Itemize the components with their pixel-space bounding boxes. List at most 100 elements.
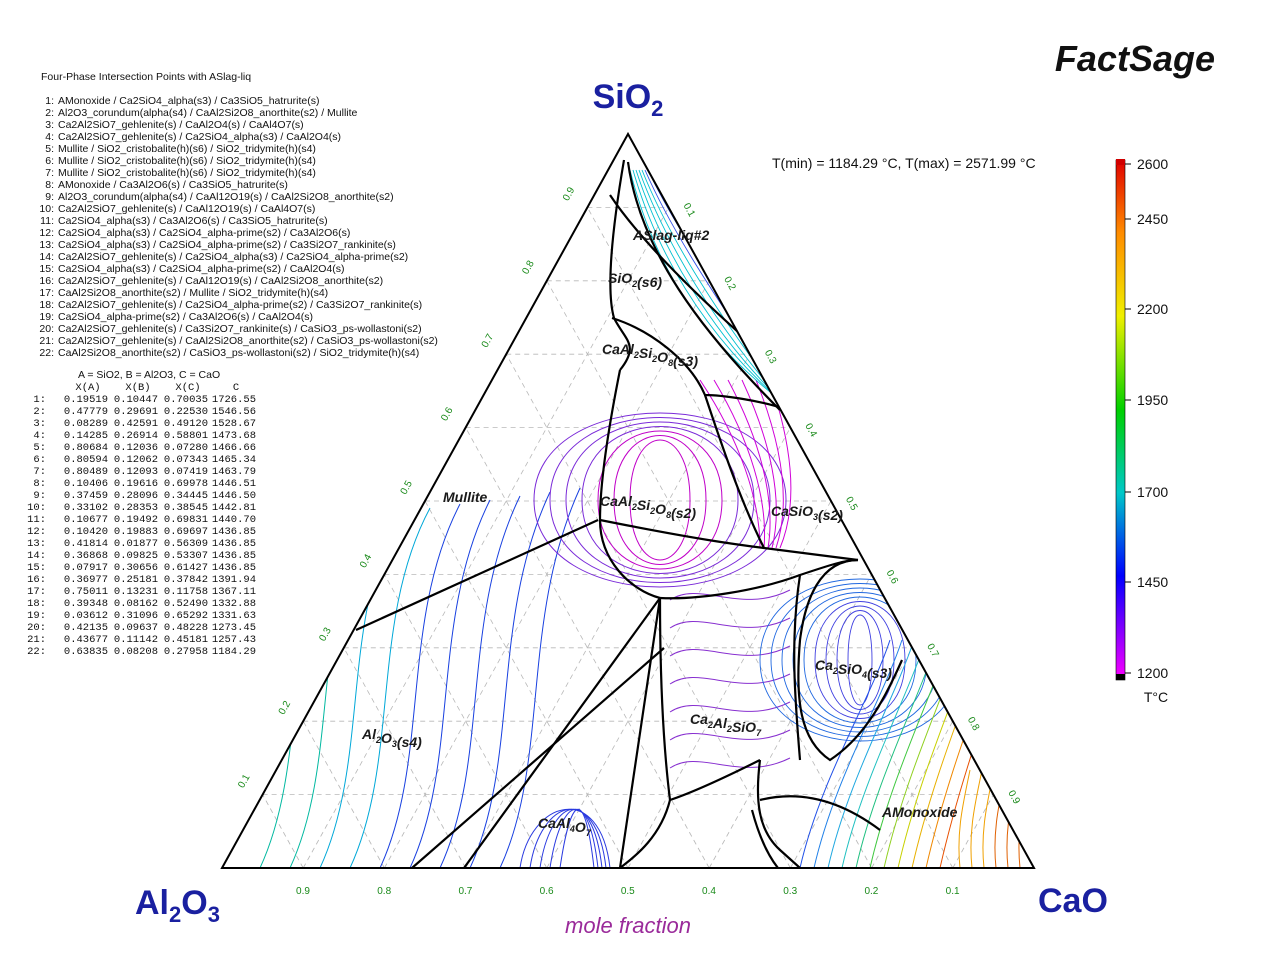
table-row: 19: 0.03612 0.31096 0.65292 1331.63 (27, 610, 256, 622)
legend-entry: Mullite / SiO2_cristobalite(h)(s6) / SiO… (58, 155, 316, 167)
grid-line (465, 354, 751, 868)
legend-entry: CaAl2Si2O8_anorthite(s2) / Mullite / SiO… (58, 287, 328, 299)
colorbar-tick-label: 1200 (1137, 665, 1168, 681)
legend-entry-number: 21: (39, 335, 54, 347)
table-cell: 1436.85 (212, 526, 256, 538)
legend-entry: Ca2SiO4_alpha(s3) / Ca2SiO4_alpha-prime(… (58, 263, 345, 275)
table-cell: 0.80489 (64, 466, 108, 478)
table-cell: 0.12062 (114, 454, 158, 466)
legend-entry: Ca2Al2SiO7_gehlenite(s) / CaAl2Si2O8_ano… (58, 335, 438, 347)
table-cell: 0.19519 (64, 394, 108, 406)
isotherm-line (970, 769, 983, 868)
table-row-number: 12: (27, 526, 46, 538)
table-cell: 0.26914 (114, 430, 158, 442)
table-cell: 0.30656 (114, 562, 158, 574)
table-row-number: 20: (27, 622, 46, 634)
table-row-number: 10: (27, 502, 46, 514)
isotherm-line (799, 639, 891, 868)
table-cell: 1436.85 (212, 562, 256, 574)
legend-entry: Ca2Al2SiO7_gehlenite(s) / Ca3Si2O7_ranki… (58, 323, 422, 335)
isotherm-line (349, 507, 431, 868)
table-cell: 1528.67 (212, 418, 256, 430)
isotherm-line (629, 439, 691, 561)
phase-field-label: Mullite (443, 489, 488, 505)
phase-field-label: ASlag-liq#2 (632, 227, 709, 243)
legend-entry: Ca2Al2SiO7_gehlenite(s) / CaAl12O19(s) /… (58, 203, 315, 215)
colorbar-tick-label: 1450 (1137, 574, 1168, 590)
phase-field-label: Ca2SiO4(s3) (815, 657, 892, 681)
colorbar-scale (1115, 159, 1126, 681)
isotherm-line (647, 169, 793, 413)
phase-boundary (759, 795, 881, 831)
colorbar-tick-label: 1700 (1137, 484, 1168, 500)
isotherm-line (533, 412, 787, 588)
table-cell: 0.70035 (164, 394, 208, 406)
colorbar-max-marker (1116, 159, 1125, 165)
table-cell: 0.07917 (64, 562, 108, 574)
table-cell: 0.36868 (64, 550, 108, 562)
table-cell: 0.69978 (164, 478, 208, 490)
table-row-number: 19: (27, 610, 46, 622)
left-tick-label: 0.1 (236, 772, 253, 790)
isotherm-line (1006, 769, 1019, 868)
legend-entry-number: 1: (45, 95, 54, 107)
table-row-number: 2: (33, 406, 46, 418)
legend-entry: Mullite / SiO2_cristobalite(h)(s6) / SiO… (58, 167, 316, 179)
table-cell: 0.12036 (114, 442, 158, 454)
phase-boundary (658, 597, 761, 802)
table-cell: 1726.55 (212, 394, 256, 406)
legend-entry: Ca2Al2SiO7_gehlenite(s) / Ca2SiO4_alpha-… (58, 299, 422, 311)
grid-line (627, 500, 832, 868)
table-cell: 1446.50 (212, 490, 256, 502)
legend-entry-number: 15: (39, 263, 54, 275)
legend-entry-number: 20: (39, 323, 54, 335)
table-row: 4: 0.14285 0.26914 0.58801 1473.68 (33, 430, 256, 442)
colorbar-tick-label: 2600 (1137, 156, 1168, 172)
isotherm-line (925, 639, 999, 868)
isotherm-line (669, 589, 791, 601)
table-row: 16: 0.36977 0.25181 0.37842 1391.94 (27, 574, 256, 586)
bottom-tick-label: 0.5 (621, 886, 635, 897)
isotherm-line (549, 417, 771, 583)
table-row-number: 22: (27, 646, 46, 658)
right-tick-label: 0.7 (924, 642, 941, 660)
table-cell: 0.80594 (64, 454, 108, 466)
table-row: 13: 0.41814 0.01877 0.56309 1436.85 (27, 538, 256, 550)
table-cell: 1446.51 (212, 478, 256, 490)
table-cell: 1436.85 (212, 550, 256, 562)
table-cell: 0.19616 (114, 478, 158, 490)
isotherm-line (539, 808, 603, 868)
right-tick-label: 0.3 (762, 348, 779, 366)
table-row: 10: 0.33102 0.28353 0.38545 1442.81 (27, 502, 256, 514)
bottom-tick-label: 0.8 (377, 886, 391, 897)
table-cell: 0.43677 (64, 634, 108, 646)
table-cell: 0.80684 (64, 442, 108, 454)
legend-entry: Ca2SiO4_alpha(s3) / Ca2SiO4_alpha-prime(… (58, 227, 350, 239)
isotherm-line (897, 639, 975, 868)
colorbar-tick-label: 2450 (1137, 211, 1168, 227)
isotherm-line (669, 645, 791, 657)
table-cell: 0.38545 (164, 502, 208, 514)
legend-entry-number: 2: (45, 107, 54, 119)
table-cell: 1257.43 (212, 634, 256, 646)
phase-boundary (609, 159, 631, 371)
composition-table: A = SiO2, B = Al2O3, C = CaO X(A) X(B) X(C… (27, 369, 256, 658)
table-row: 17: 0.75011 0.13231 0.11758 1367.11 (27, 586, 256, 598)
right-tick-label: 0.5 (843, 495, 860, 513)
table-cell: 0.28096 (114, 490, 158, 502)
isotherm-line (613, 435, 707, 565)
phase-field-label: Al2O3(s4) (361, 726, 422, 750)
vertex-label-al2o3: Al2O3 (135, 884, 220, 927)
table-cell: 0.56309 (164, 538, 208, 550)
table-row-number: 13: (27, 538, 46, 550)
table-cell: 0.03612 (64, 610, 108, 622)
grid-line (384, 574, 548, 868)
phase-field-label: SiO2(s6) (608, 270, 662, 290)
phase-boundary (659, 558, 859, 600)
table-header-cell: X(A) (75, 382, 100, 394)
temperature-range: T(min) = 1184.29 °C, T(max) = 2571.99 °C (772, 155, 1036, 171)
isotherm-line (813, 639, 903, 868)
phase-field-label: AMonoxide (881, 804, 958, 820)
legend-entry-number: 11: (40, 215, 54, 227)
isotherm-line (653, 169, 797, 417)
